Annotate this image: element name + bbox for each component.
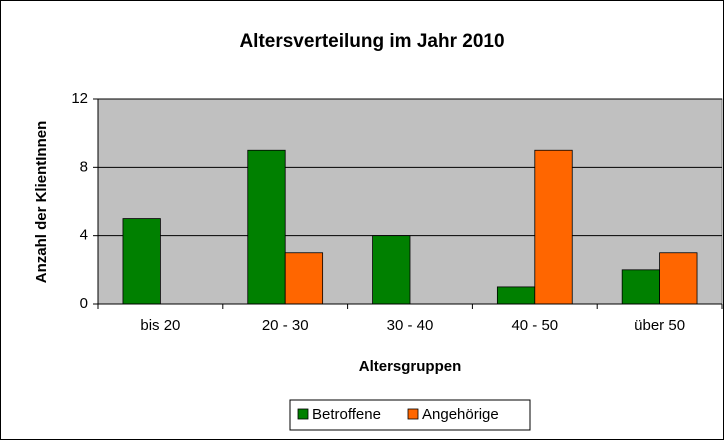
bar [247,149,286,305]
chart-title: Altersverteilung im Jahr 2010 [239,31,504,52]
y-tick-label: 0 [80,295,88,312]
y-tick-label: 4 [80,227,88,244]
bar [496,286,536,305]
x-tick-label: 20 - 30 [262,317,309,334]
x-tick-label: über 50 [634,317,685,334]
bar [621,269,660,305]
x-tick-label: bis 20 [140,317,180,334]
legend-label: Angehörige [422,406,499,423]
y-axis-label: Anzahl der KlientInnen [33,121,50,284]
bar [284,252,324,305]
bar [534,149,573,305]
y-tick-label: 8 [80,158,88,175]
bar [659,252,698,305]
legend-label: Betroffene [312,406,381,423]
x-tick-label: 30 - 40 [387,317,434,334]
legend-swatch [297,408,309,420]
y-tick-label: 12 [71,90,88,107]
bar [372,235,411,305]
x-tick-label: 40 - 50 [511,317,558,334]
bar [122,218,161,305]
x-axis-label: Altersgruppen [359,358,462,375]
legend-swatch [407,408,419,420]
